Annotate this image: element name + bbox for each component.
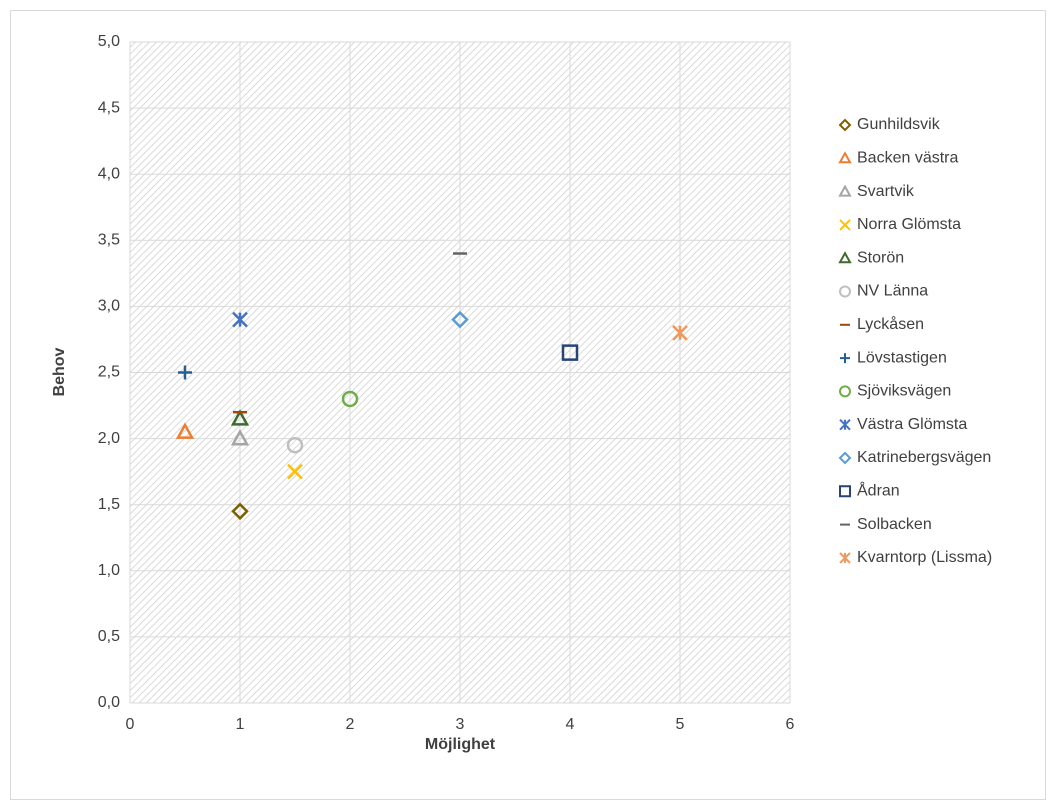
y-tick-label: 0,5 (98, 628, 120, 645)
legend-label: NV Länna (857, 283, 928, 300)
point (230, 409, 250, 426)
legend-label: Svartvik (857, 183, 915, 200)
point (231, 502, 249, 521)
legend-label: Västra Glömsta (857, 416, 967, 433)
point (561, 344, 579, 361)
legend-label: Storön (857, 249, 904, 266)
legend-marker (838, 451, 852, 465)
y-axis-title: Behov (51, 347, 68, 396)
legend-marker (838, 251, 852, 264)
legend-marker (839, 552, 851, 564)
legend-label: Norra Glömsta (857, 216, 961, 233)
legend-label: Gunhildsvik (857, 116, 941, 133)
point (341, 390, 359, 408)
y-tick-label: 1,0 (98, 562, 120, 579)
x-axis-title: Möjlighet (425, 736, 496, 753)
legend-marker (839, 285, 851, 298)
y-tick-label: 4,0 (98, 165, 120, 182)
x-tick-label: 2 (346, 716, 355, 733)
legend-marker (839, 219, 851, 231)
y-tick-label: 3,5 (98, 232, 120, 249)
point (175, 422, 195, 439)
legend-label: Katrinebergsvägen (857, 449, 991, 466)
x-tick-label: 4 (566, 716, 575, 733)
x-tick-label: 3 (456, 716, 465, 733)
y-tick-label: 2,0 (98, 430, 120, 447)
point (451, 310, 469, 329)
point (672, 324, 688, 341)
point (287, 463, 303, 480)
legend-label: Lövstastigen (857, 349, 947, 366)
legend-label: Solbacken (857, 516, 932, 533)
y-tick-label: 1,5 (98, 496, 120, 513)
y-tick-label: 4,5 (98, 99, 120, 116)
legend-label: Kvarntorp (Lissma) (857, 549, 992, 566)
legend-marker (840, 353, 850, 364)
legend-marker (838, 151, 852, 164)
y-tick-label: 0,0 (98, 694, 120, 711)
point (286, 436, 304, 454)
point (230, 429, 250, 446)
y-tick-label: 3,0 (98, 298, 120, 315)
x-tick-label: 1 (236, 716, 245, 733)
legend-label: Lyckåsen (857, 315, 924, 333)
legend-marker (839, 418, 851, 431)
legend-marker (838, 118, 852, 132)
legend-marker (838, 184, 852, 197)
legend-marker (839, 385, 851, 398)
point (232, 311, 248, 328)
legend-label: Backen västra (857, 150, 958, 167)
x-tick-label: 6 (786, 716, 795, 733)
y-tick-label: 2,5 (98, 364, 120, 381)
legend-marker (839, 485, 851, 498)
legend-label: Sjöviksvägen (857, 383, 951, 400)
y-tick-label: 5,0 (98, 33, 120, 50)
x-tick-label: 5 (676, 716, 685, 733)
point (178, 365, 192, 380)
legend-label: Ådran (857, 481, 900, 500)
x-tick-label: 0 (126, 716, 135, 733)
